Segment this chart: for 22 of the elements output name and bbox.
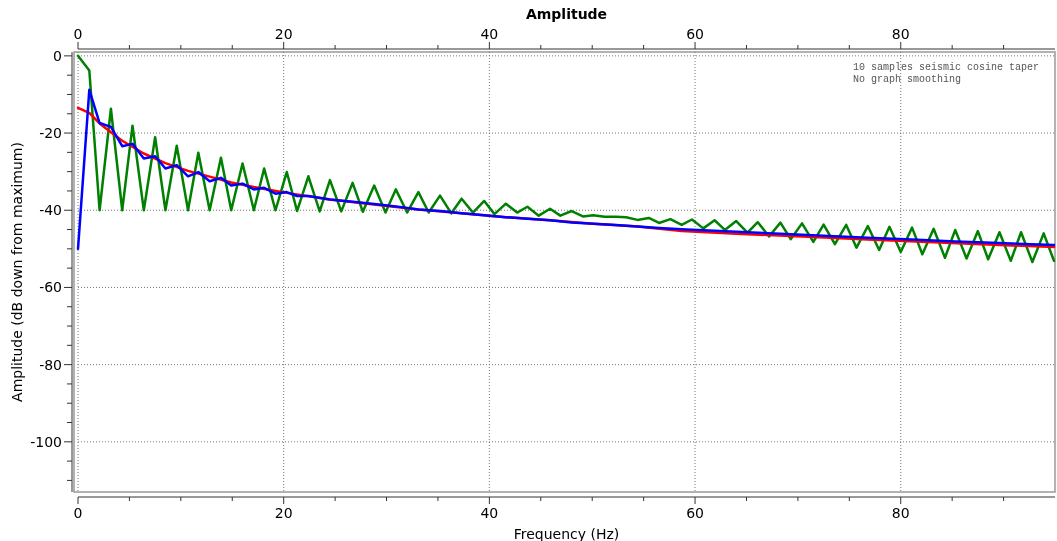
line-series — [76, 54, 1056, 264]
x2-axis-title: Amplitude — [525, 6, 608, 22]
y-axis-title: Amplitude (dB down from maximum) — [9, 142, 25, 402]
x2-tick-label: 60 — [686, 505, 704, 521]
x-tick-label: 40 — [480, 26, 499, 42]
x-tick-label: 20 — [274, 26, 293, 42]
x2-tick-label: 80 — [891, 505, 910, 521]
x-tick-label: 60 — [686, 26, 704, 42]
x2-tick-label: 20 — [274, 505, 293, 521]
annotation: 10 samples seismic cosine taper — [853, 62, 1040, 73]
y-tick-label: -60 — [39, 279, 62, 296]
annotation: No graph smoothing — [853, 74, 962, 85]
x-axis-title: Frequency (Hz) — [513, 526, 620, 541]
y-tick-label: 0 — [53, 47, 62, 64]
x-tick-label: 0 — [73, 26, 83, 42]
x2-tick-label: 0 — [73, 505, 83, 521]
y-tick-label: -40 — [39, 202, 62, 219]
y-tick-label: -80 — [39, 356, 62, 373]
y-tick-label: -20 — [39, 125, 62, 142]
y-tick-label: -100 — [30, 433, 62, 450]
x2-tick-label: 40 — [480, 505, 499, 521]
x-tick-label: 80 — [891, 26, 910, 42]
